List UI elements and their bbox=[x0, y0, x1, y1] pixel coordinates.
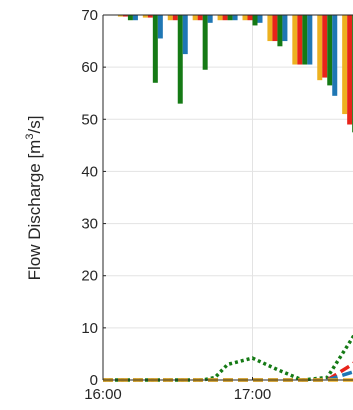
bar-green bbox=[177, 15, 183, 104]
y-tick-label: 50 bbox=[81, 111, 98, 128]
axes bbox=[102, 14, 353, 381]
bar-green bbox=[152, 15, 158, 83]
bar-green bbox=[202, 15, 208, 70]
bar-yellow bbox=[117, 15, 123, 17]
plot-area-background bbox=[103, 15, 353, 380]
bar-yellow bbox=[342, 15, 348, 115]
bar-red bbox=[147, 15, 153, 18]
bar-blue bbox=[282, 15, 288, 42]
bar-blue bbox=[182, 15, 188, 55]
bar-red bbox=[322, 15, 328, 78]
bar-red bbox=[172, 15, 178, 21]
bar-blue bbox=[232, 15, 238, 21]
y-tick-label: 0 bbox=[90, 372, 98, 389]
bar-green bbox=[327, 15, 333, 86]
bar-yellow bbox=[217, 15, 223, 21]
y-tick-label: 40 bbox=[81, 163, 98, 180]
y-axis-label: Flow Discharge [m3/s] bbox=[24, 116, 44, 281]
bar-red bbox=[272, 15, 278, 42]
bar-yellow bbox=[167, 15, 173, 21]
bar-red bbox=[122, 15, 128, 17]
bar-green bbox=[302, 15, 308, 65]
bar-green bbox=[252, 15, 258, 26]
bar-blue bbox=[307, 15, 313, 65]
bar-red bbox=[247, 15, 253, 21]
bar-green bbox=[127, 15, 133, 21]
bar-green bbox=[227, 15, 233, 21]
bar-red bbox=[197, 15, 203, 21]
y-tick-label: 20 bbox=[81, 268, 98, 285]
y-tick-label: 10 bbox=[81, 320, 98, 337]
x-tick-label: 17:00 bbox=[234, 386, 272, 403]
bar-blue bbox=[257, 15, 263, 23]
bar-blue bbox=[157, 15, 163, 39]
y-tick-label: 30 bbox=[81, 216, 98, 233]
bar-yellow bbox=[267, 15, 273, 42]
y-tick-labels: 0 10 20 30 40 50 60 70 bbox=[81, 7, 98, 389]
bar-blue bbox=[132, 15, 138, 21]
x-tick-label: 16:00 bbox=[84, 386, 122, 403]
bar-yellow bbox=[242, 15, 248, 21]
bar-yellow bbox=[292, 15, 298, 65]
bar-blue bbox=[207, 15, 213, 23]
bar-yellow bbox=[192, 15, 198, 21]
y-tick-label: 70 bbox=[81, 7, 98, 24]
x-tick-labels: 16:00 17:00 bbox=[84, 386, 271, 403]
bar-green bbox=[277, 15, 283, 47]
bar-red bbox=[347, 15, 353, 125]
bar-red bbox=[222, 15, 228, 21]
bar-yellow bbox=[142, 15, 148, 18]
bar-yellow bbox=[317, 15, 323, 81]
y-tick-label: 60 bbox=[81, 59, 98, 76]
bar-red bbox=[297, 15, 303, 65]
bar-blue bbox=[332, 15, 338, 96]
